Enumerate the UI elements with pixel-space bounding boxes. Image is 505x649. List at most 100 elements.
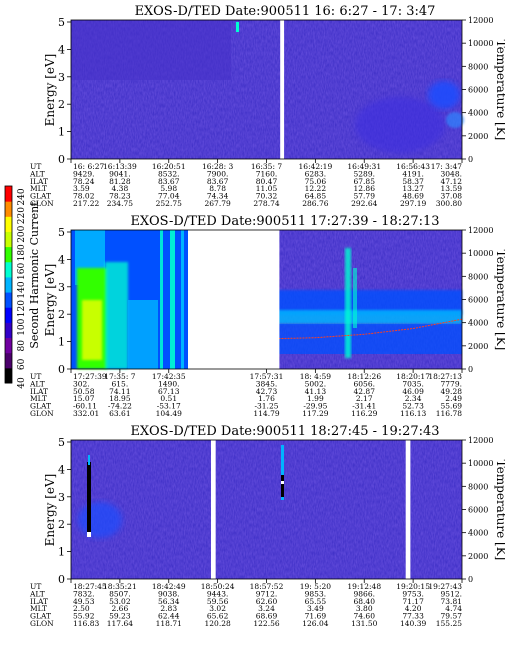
- panel-3-spike-mid-dot: [281, 481, 284, 484]
- orbit-value: 16:49:31: [347, 162, 381, 171]
- orbit-value: 4.38: [112, 184, 129, 193]
- temperature-tick-label: 12000: [468, 436, 493, 445]
- panel-2: EXOS-D/TED Date:900511 17:27:39 - 18:27:…: [29, 214, 505, 418]
- panel-3-ylabel: Energy [eV]: [43, 474, 57, 547]
- orbit-value: 18:12:26: [347, 372, 381, 381]
- energy-tick-label: 3: [58, 281, 65, 294]
- orbit-value: -74.22: [108, 402, 132, 411]
- orbit-value: 9853.: [305, 589, 326, 598]
- orbit-value: 332.01: [73, 409, 99, 418]
- orbit-value: 1490.: [158, 379, 179, 388]
- colorbar-cell: [5, 201, 12, 217]
- orbit-row-label: GLAT: [30, 612, 51, 621]
- colorbar-tick-label: 140: [17, 281, 27, 298]
- colorbar-tick-label: 220: [17, 207, 27, 224]
- data-gap: [210, 440, 216, 579]
- orbit-value: 17:35: 7: [104, 372, 136, 381]
- energy-tick-label: 0: [58, 153, 65, 166]
- orbit-value: 252.75: [156, 199, 182, 208]
- panel-3-orbit-table: UTALTILATMLTGLATGLON18:27:457832.49.532.…: [29, 582, 462, 628]
- orbit-value: 286.76: [302, 199, 328, 208]
- orbit-value: 18:42:49: [152, 582, 186, 591]
- temperature-tick-label: 6000: [468, 86, 488, 95]
- orbit-value: 18:35:21: [103, 582, 137, 591]
- orbit-value: 12.22: [305, 184, 327, 193]
- temperature-tick-label: 0: [468, 365, 473, 374]
- orbit-value: 4191.: [402, 169, 423, 178]
- panel-3-spike-left: [87, 462, 91, 537]
- panel-3-spike-mid-core: [281, 475, 284, 497]
- orbit-value: 16:28: 3: [202, 162, 234, 171]
- energy-tick-label: 5: [58, 16, 65, 29]
- orbit-value: 140.39: [400, 619, 426, 628]
- temperature-tick-label: 4000: [468, 529, 488, 538]
- orbit-value: 1.76: [258, 394, 275, 403]
- orbit-value: 126.04: [302, 619, 328, 628]
- orbit-value: 122.56: [253, 619, 279, 628]
- energy-tick-label: 1: [58, 126, 65, 139]
- orbit-value: 55.69: [441, 402, 463, 411]
- orbit-value: 217.22: [73, 199, 99, 208]
- orbit-value: 74.11: [109, 387, 130, 396]
- panel-3: EXOS-D/TED Date:900511 18:27:45 - 19:27:…: [29, 424, 505, 628]
- orbit-row-label: ILAT: [30, 597, 48, 606]
- panel-3-plot-area: [70, 439, 463, 580]
- colorbar-tick-label: 180: [17, 244, 27, 261]
- orbit-value: 19:27:43: [428, 582, 462, 591]
- orbit-row-label: MLT: [30, 394, 47, 403]
- panel-1-temperature-ticks: 0 2000 4000 6000 8000 10000 12000: [462, 16, 493, 164]
- orbit-value: 53.02: [109, 597, 131, 606]
- orbit-value: 7035.: [402, 379, 423, 388]
- colorbar-tick-label: 80: [17, 340, 27, 352]
- colorbar-cell: [5, 337, 12, 354]
- orbit-value: 116.83: [73, 619, 99, 628]
- orbit-row-label: MLT: [30, 604, 47, 613]
- orbit-value: 5002.: [305, 379, 326, 388]
- panel-2-data-gaps: [188, 230, 280, 369]
- orbit-value: 9038.: [158, 589, 179, 598]
- orbit-value: 0.51: [160, 394, 177, 403]
- orbit-value: 19:20:15: [396, 582, 430, 591]
- orbit-value: 67.85: [354, 177, 376, 186]
- orbit-value: 81.28: [109, 177, 131, 186]
- colorbar-cell: [5, 216, 12, 232]
- orbit-value: 117.29: [302, 409, 328, 418]
- colorbar-cell: [5, 246, 12, 263]
- orbit-value: 9429.: [73, 169, 94, 178]
- orbit-value: 3.59: [73, 184, 90, 193]
- panel-1-time-ticks: [70, 159, 463, 163]
- orbit-value: 3.80: [356, 604, 373, 613]
- orbit-value: 57.79: [354, 192, 376, 201]
- colorbar-label: Second Harmonic Current: [28, 201, 41, 349]
- panel-1-energy-ticks: 0 1 2 3 4 5: [58, 16, 71, 166]
- orbit-value: -29.95: [303, 402, 327, 411]
- orbit-value: 5289.: [354, 169, 375, 178]
- panel-1-enhancement-lower: [355, 97, 445, 153]
- colorbar-cell: [5, 307, 12, 323]
- colorbar-cell: [5, 367, 12, 384]
- panel-2-energy-ticks: 0 1 2 3 4 5: [58, 226, 71, 376]
- orbit-value: 292.64: [351, 199, 377, 208]
- panel-3-spike-left-top: [88, 455, 90, 465]
- orbit-value: 19:12:48: [347, 582, 381, 591]
- panel-1-y2label: Temperature [K]: [494, 40, 505, 141]
- orbit-value: 59.56: [207, 597, 229, 606]
- orbit-row-label: UT: [30, 582, 41, 591]
- panel-1-data-gaps: [280, 20, 285, 159]
- orbit-value: -60.11: [73, 402, 97, 411]
- panel-1-band-upper: [71, 20, 231, 80]
- orbit-value: 7832.: [73, 589, 94, 598]
- panel-3-data-gaps: [210, 440, 411, 579]
- orbit-value: 3845.: [256, 379, 277, 388]
- orbit-value: 278.74: [253, 199, 279, 208]
- orbit-value: 70.32: [256, 192, 278, 201]
- orbit-value: 4.74: [445, 604, 462, 613]
- colorbar-cell: [5, 292, 12, 308]
- orbit-value: 9712.: [256, 589, 277, 598]
- orbit-value: 3048.: [441, 169, 462, 178]
- orbit-value: 64.85: [305, 192, 327, 201]
- orbit-value: 68.69: [256, 612, 278, 621]
- orbit-row-label: ALT: [29, 589, 45, 598]
- orbit-value: 18.95: [109, 394, 131, 403]
- orbit-value: -31.41: [352, 402, 376, 411]
